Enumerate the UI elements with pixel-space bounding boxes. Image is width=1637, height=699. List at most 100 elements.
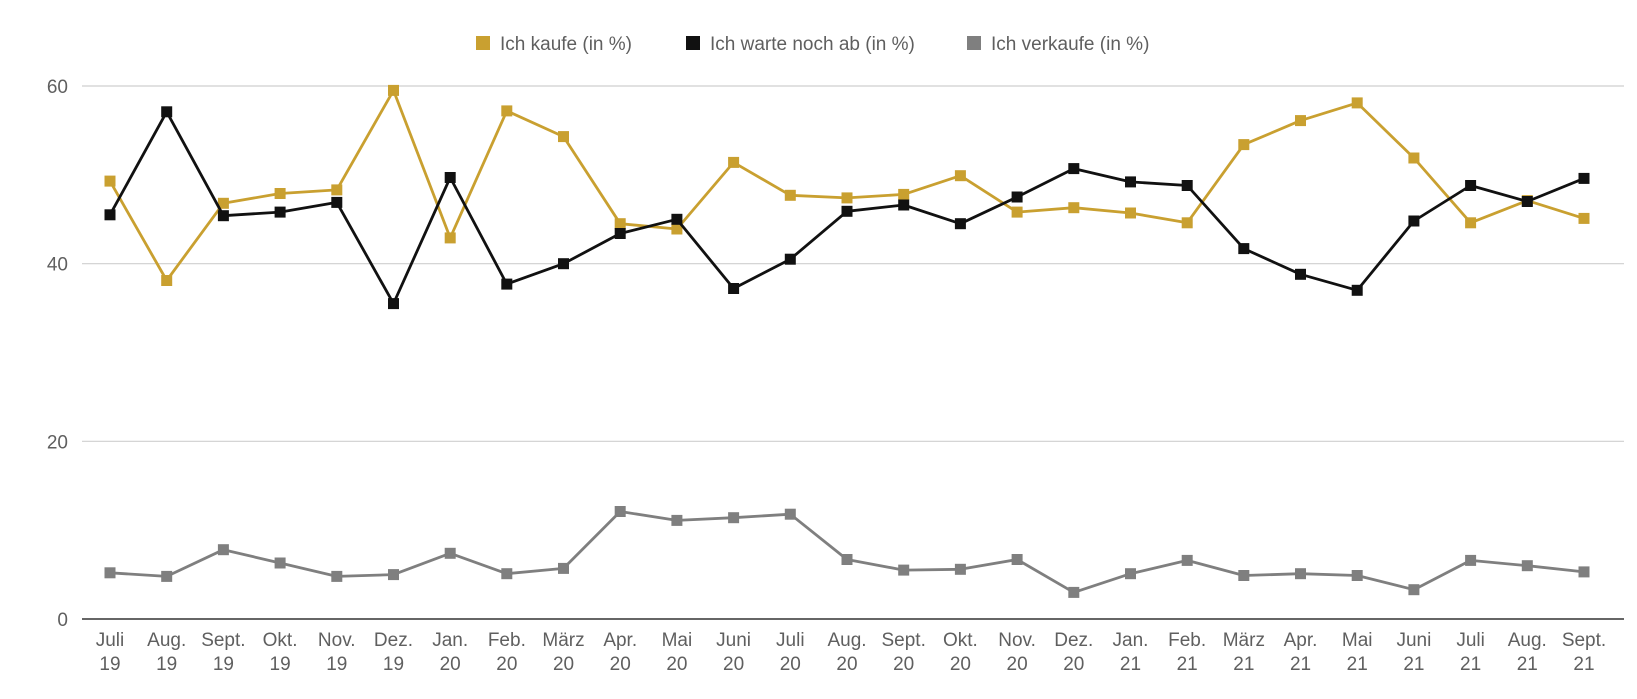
- y-tick-label: 60: [47, 77, 68, 98]
- data-point: [501, 105, 513, 117]
- data-point: [898, 199, 910, 211]
- data-point: [444, 232, 456, 244]
- legend: Ich kaufe (in %) Ich warte noch ab (in %)…: [476, 34, 1149, 55]
- x-tick-label: Okt. 20: [943, 630, 978, 675]
- series-layer: [104, 84, 1590, 598]
- data-point: [1408, 584, 1420, 596]
- legend-swatch: [686, 36, 700, 50]
- data-point: [1295, 115, 1306, 127]
- data-point: [898, 564, 910, 576]
- data-point: [388, 569, 399, 581]
- legend-label: Ich kaufe (in %): [500, 34, 632, 55]
- legend-swatch: [476, 36, 490, 50]
- x-tick-label: März 20: [542, 630, 584, 675]
- data-point: [1181, 554, 1193, 566]
- legend-swatch: [967, 36, 981, 50]
- data-point: [104, 567, 116, 579]
- data-point: [1465, 217, 1477, 229]
- series-3: [104, 506, 1590, 598]
- x-tick-label: Apr. 21: [1284, 630, 1318, 675]
- data-point: [614, 218, 626, 230]
- y-tick-label: 40: [47, 255, 68, 276]
- data-point: [784, 253, 796, 265]
- series-2: [104, 106, 1590, 310]
- data-point: [331, 570, 343, 582]
- data-point: [671, 514, 683, 526]
- data-point: [1521, 560, 1533, 572]
- data-point: [1068, 202, 1080, 214]
- data-point: [1181, 180, 1193, 191]
- data-point: [388, 298, 399, 310]
- x-tick-label: Jan. 21: [1113, 630, 1149, 675]
- data-point: [1578, 566, 1590, 578]
- data-point: [784, 189, 796, 201]
- data-point: [558, 258, 569, 270]
- data-point: [1465, 180, 1477, 191]
- x-tick-label: Dez. 19: [374, 630, 413, 675]
- data-point: [1011, 191, 1023, 203]
- data-point: [728, 512, 740, 524]
- x-tick-label: Juli 20: [776, 630, 805, 675]
- data-point: [954, 170, 966, 182]
- data-point: [104, 209, 116, 221]
- x-tick-label: Juli 21: [1456, 630, 1485, 675]
- data-point: [501, 278, 513, 290]
- data-point: [274, 188, 286, 199]
- x-tick-label: Feb. 21: [1168, 630, 1206, 675]
- data-point: [1578, 212, 1590, 224]
- x-tick-label: Sept. 19: [201, 630, 245, 675]
- x-tick-label: Sept. 20: [882, 630, 926, 675]
- x-tick-label: Nov. 19: [318, 630, 356, 675]
- legend-label: Ich warte noch ab (in %): [710, 34, 915, 55]
- data-point: [161, 275, 173, 286]
- y-axis: 0 20 40 60: [47, 77, 68, 631]
- legend-item: Ich verkaufe (in %): [967, 34, 1149, 55]
- data-point: [954, 563, 966, 575]
- x-tick-label: Juni 20: [716, 630, 751, 675]
- data-point: [217, 544, 229, 556]
- series-line: [109, 510, 1585, 594]
- data-point: [501, 568, 513, 580]
- data-point: [841, 205, 853, 217]
- data-point: [161, 570, 173, 582]
- data-point: [388, 84, 399, 96]
- data-point: [217, 210, 229, 222]
- x-tick-label: Feb. 20: [488, 630, 526, 675]
- data-point: [898, 188, 910, 200]
- x-tick-label: Aug. 19: [147, 630, 186, 675]
- data-point: [444, 547, 456, 559]
- data-point: [558, 131, 569, 143]
- data-point: [161, 106, 173, 118]
- data-point: [1238, 139, 1250, 151]
- series-line: [108, 89, 1585, 282]
- data-point: [671, 223, 683, 235]
- x-axis: Juli 19 Aug. 19 Sept. 19 Okt. 19 Nov. 19 Dez. 19 Jan…: [82, 618, 1624, 675]
- legend-item: Ich warte noch ab (in %): [686, 34, 915, 55]
- data-point: [274, 206, 286, 218]
- data-point: [728, 283, 740, 294]
- x-tick-label: März 21: [1223, 630, 1265, 675]
- data-point: [217, 197, 229, 209]
- x-tick-label: Jan. 20: [432, 630, 468, 675]
- y-tick-label: 20: [47, 432, 68, 453]
- data-point: [1238, 570, 1250, 581]
- data-point: [104, 175, 116, 187]
- data-point: [1351, 97, 1363, 109]
- gridlines: [82, 85, 1624, 442]
- legend-item: Ich kaufe (in %): [476, 34, 632, 55]
- data-point: [841, 554, 853, 565]
- data-point: [331, 184, 343, 196]
- data-point: [1125, 568, 1136, 580]
- data-point: [1408, 152, 1420, 164]
- data-point: [1521, 196, 1533, 207]
- data-point: [1068, 586, 1080, 598]
- x-tick-label: Apr. 20: [603, 630, 637, 675]
- data-point: [784, 508, 796, 520]
- data-point: [1295, 268, 1306, 280]
- data-point: [841, 192, 853, 204]
- y-tick-label: 0: [57, 610, 68, 631]
- data-point: [1351, 284, 1363, 296]
- x-tick-label: Nov. 20: [998, 630, 1036, 675]
